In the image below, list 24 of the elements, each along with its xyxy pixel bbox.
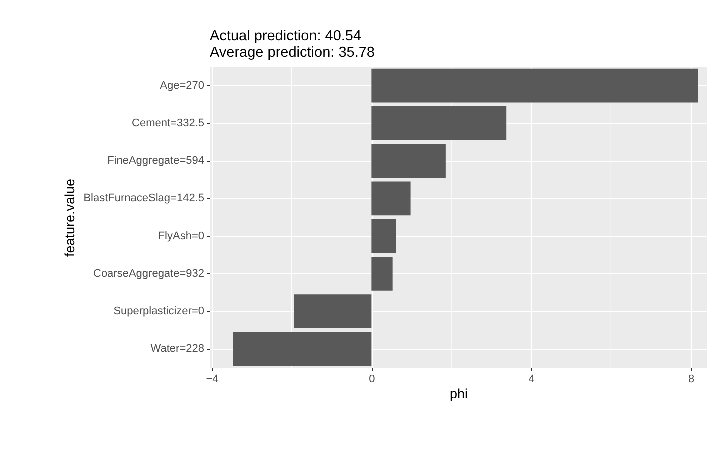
chart-subtitle: Average prediction: 35.78 — [210, 45, 375, 62]
chart-title: Actual prediction: 40.54 — [210, 28, 362, 45]
bar — [372, 182, 411, 216]
x-tick-label: 4 — [528, 374, 535, 386]
y-tick-label: Superplasticizer=0 — [114, 306, 204, 318]
x-tick-label: −4 — [206, 374, 219, 386]
bar — [372, 68, 698, 103]
y-tick-label: FineAggregate=594 — [108, 155, 204, 168]
y-tick-label: Cement=332.5 — [132, 117, 204, 130]
y-tick-label: FlyAsh=0 — [158, 230, 204, 242]
bar — [372, 144, 446, 178]
x-axis-title: phi — [450, 386, 468, 402]
bar — [294, 294, 372, 328]
y-tick-label: BlastFurnaceSlag=142.5 — [84, 192, 204, 205]
bar — [372, 257, 393, 291]
y-tick-label: Water=228 — [150, 343, 204, 356]
y-tick-label: CoarseAggregate=932 — [94, 268, 204, 280]
x-tick-label: 8 — [688, 374, 695, 386]
bar — [233, 332, 372, 366]
x-tick-label: 0 — [369, 374, 376, 386]
bar — [372, 106, 507, 140]
y-axis-title: feature.value — [62, 178, 78, 258]
y-tick-label: Age=270 — [160, 80, 204, 92]
bar — [372, 219, 396, 254]
